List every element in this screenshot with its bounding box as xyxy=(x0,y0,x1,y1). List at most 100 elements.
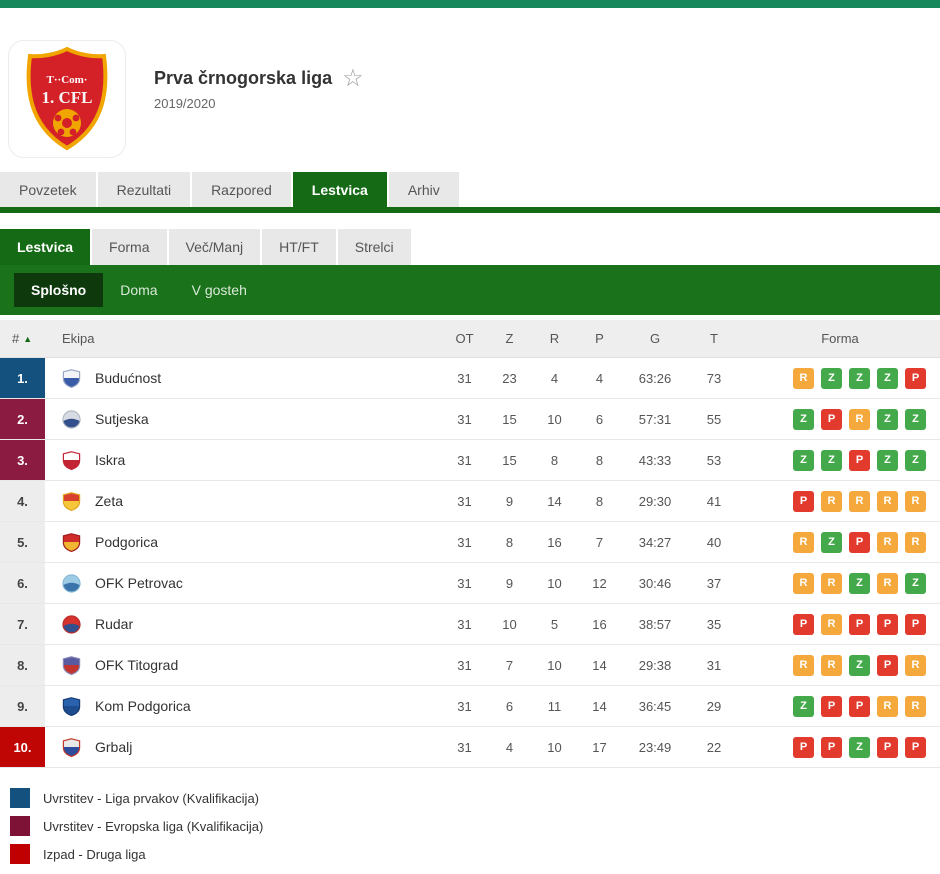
form-badge-p[interactable]: P xyxy=(793,613,814,635)
column-header-z: Z xyxy=(505,331,514,346)
team-cell: Budućnost xyxy=(45,368,442,388)
form-badge-r[interactable]: R xyxy=(793,572,814,594)
subtab-ht-ft[interactable]: HT/FT xyxy=(262,229,336,265)
form-badge-p[interactable]: P xyxy=(821,736,842,758)
rank-cell: 4. xyxy=(0,481,45,521)
form-badge-z[interactable]: Z xyxy=(877,367,898,389)
form-badge-z[interactable]: Z xyxy=(849,736,870,758)
team-name-link[interactable]: Sutjeska xyxy=(95,411,149,427)
scope-splosno[interactable]: Splošno xyxy=(14,273,104,307)
stat-ot: 31 xyxy=(457,411,472,427)
form-badge-z[interactable]: Z xyxy=(877,408,898,430)
form-badge-p[interactable]: P xyxy=(905,736,926,758)
stat-t: 37 xyxy=(706,575,722,591)
form-badge-r[interactable]: R xyxy=(877,490,898,512)
rank-cell: 5. xyxy=(0,522,45,562)
form-badge-r[interactable]: R xyxy=(793,531,814,553)
form-badge-r[interactable]: R xyxy=(793,367,814,389)
form-badge-z[interactable]: Z xyxy=(793,408,814,430)
stat-g: 38:57 xyxy=(638,616,672,632)
stat-p: 8 xyxy=(595,452,604,468)
form-badge-p[interactable]: P xyxy=(877,613,898,635)
form-badge-p[interactable]: P xyxy=(821,695,842,717)
scope-doma[interactable]: Doma xyxy=(120,282,158,298)
form-badge-p[interactable]: P xyxy=(793,490,814,512)
form-badge-r[interactable]: R xyxy=(821,654,842,676)
form-badge-z[interactable]: Z xyxy=(905,449,926,471)
stat-t: 22 xyxy=(706,739,722,755)
tab-arhiv[interactable]: Arhiv xyxy=(388,172,459,207)
form-badge-z[interactable]: Z xyxy=(905,572,926,594)
stat-z: 7 xyxy=(505,657,514,673)
league-header: T··Com· 1. CFL Prva črnogorska liga ☆ 20… xyxy=(0,8,940,172)
team-name-link[interactable]: Podgorica xyxy=(95,534,159,550)
form-badge-z[interactable]: Z xyxy=(821,531,842,553)
stat-p: 12 xyxy=(592,575,607,591)
form-badge-p[interactable]: P xyxy=(877,736,898,758)
stat-p: 17 xyxy=(592,739,607,755)
subtab-lestvica[interactable]: Lestvica xyxy=(0,229,91,265)
form-badge-r[interactable]: R xyxy=(905,490,926,512)
team-name-link[interactable]: Rudar xyxy=(95,616,134,632)
rank-cell: 6. xyxy=(0,563,45,603)
form-badge-r[interactable]: R xyxy=(793,654,814,676)
team-name-link[interactable]: Iskra xyxy=(95,452,126,468)
form-badge-r[interactable]: R xyxy=(849,490,870,512)
form-badge-p[interactable]: P xyxy=(849,531,870,553)
column-header-r: R xyxy=(549,331,560,346)
subtab-vec-manj[interactable]: Več/Manj xyxy=(168,229,261,265)
team-name-link[interactable]: OFK Petrovac xyxy=(95,575,183,591)
form-badge-z[interactable]: Z xyxy=(849,654,870,676)
form-badge-r[interactable]: R xyxy=(905,654,926,676)
form-badge-z[interactable]: Z xyxy=(793,695,814,717)
form-badge-r[interactable]: R xyxy=(877,695,898,717)
stat-t: 41 xyxy=(706,493,722,509)
stat-p: 16 xyxy=(592,616,607,632)
form-badge-z[interactable]: Z xyxy=(849,367,870,389)
column-header-rank[interactable]: # ▲ xyxy=(12,331,33,346)
form-badge-z[interactable]: Z xyxy=(849,572,870,594)
stat-g: 36:45 xyxy=(638,698,672,714)
team-name-link[interactable]: OFK Titograd xyxy=(95,657,179,673)
form-badge-z[interactable]: Z xyxy=(821,367,842,389)
form-badge-p[interactable]: P xyxy=(849,613,870,635)
form-badge-z[interactable]: Z xyxy=(793,449,814,471)
team-logo-icon xyxy=(62,368,81,388)
subtab-strelci[interactable]: Strelci xyxy=(337,229,411,265)
form-badge-r[interactable]: R xyxy=(877,531,898,553)
form-badge-r[interactable]: R xyxy=(821,572,842,594)
stat-z: 23 xyxy=(502,370,517,386)
form-badge-p[interactable]: P xyxy=(905,613,926,635)
table-row: 10. Grbalj 31 4 10 17 23:49 22 P P Z P P xyxy=(0,727,940,768)
tab-lestvica[interactable]: Lestvica xyxy=(292,172,387,207)
favorite-star-icon[interactable]: ☆ xyxy=(342,64,364,92)
column-header-team: Ekipa xyxy=(62,331,95,346)
form-badge-r[interactable]: R xyxy=(877,572,898,594)
form-badge-z[interactable]: Z xyxy=(877,449,898,471)
form-badge-r[interactable]: R xyxy=(905,531,926,553)
form-badge-r[interactable]: R xyxy=(849,408,870,430)
form-badge-p[interactable]: P xyxy=(877,654,898,676)
tab-povzetek[interactable]: Povzetek xyxy=(0,172,96,207)
scope-v-gosteh[interactable]: V gosteh xyxy=(191,282,247,298)
team-logo-icon xyxy=(62,450,81,470)
page-title: Prva črnogorska liga xyxy=(154,68,333,88)
form-badge-p[interactable]: P xyxy=(821,408,842,430)
subtab-forma[interactable]: Forma xyxy=(92,229,167,265)
form-badge-p[interactable]: P xyxy=(849,449,870,471)
form-badge-r[interactable]: R xyxy=(905,695,926,717)
form-badge-p[interactable]: P xyxy=(793,736,814,758)
team-name-link[interactable]: Kom Podgorica xyxy=(95,698,191,714)
tab-razpored[interactable]: Razpored xyxy=(192,172,291,207)
form-badge-r[interactable]: R xyxy=(821,490,842,512)
team-name-link[interactable]: Grbalj xyxy=(95,739,133,755)
team-name-link[interactable]: Zeta xyxy=(95,493,124,509)
form-badge-p[interactable]: P xyxy=(849,695,870,717)
form-badge-p[interactable]: P xyxy=(905,367,926,389)
form-badge-z[interactable]: Z xyxy=(905,408,926,430)
form-badge-z[interactable]: Z xyxy=(821,449,842,471)
tab-rezultati[interactable]: Rezultati xyxy=(97,172,191,207)
form-badge-r[interactable]: R xyxy=(821,613,842,635)
team-name-link[interactable]: Budućnost xyxy=(95,370,162,386)
stat-g: 23:49 xyxy=(638,739,672,755)
